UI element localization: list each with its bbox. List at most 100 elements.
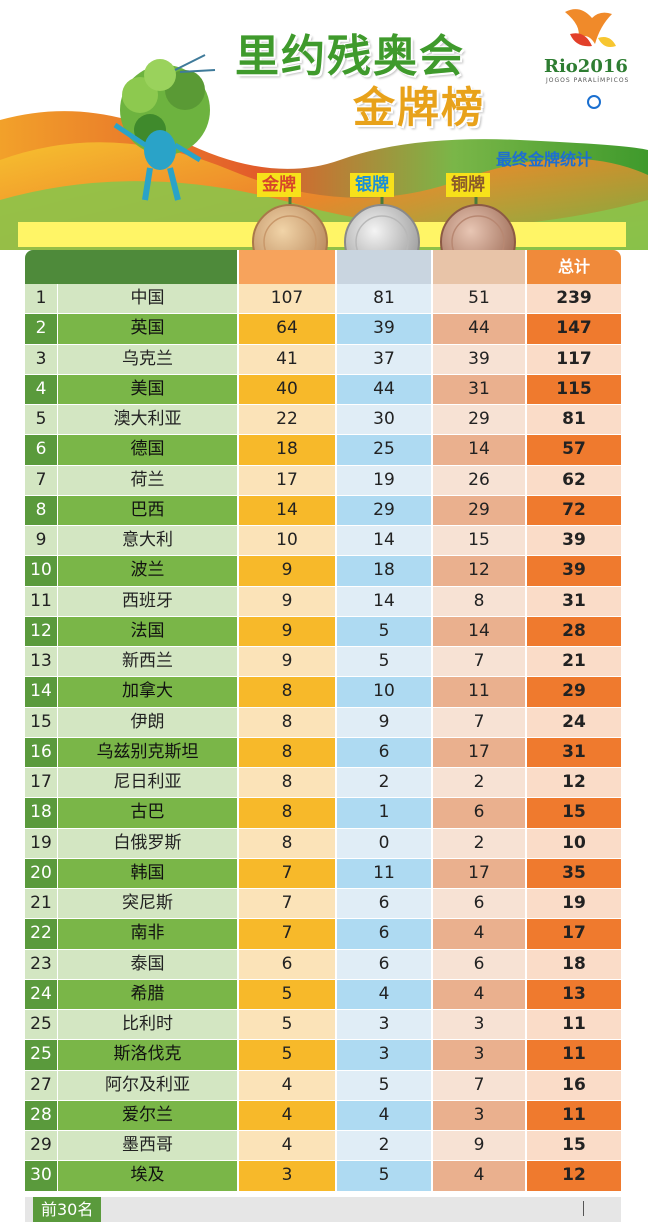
country-cell: 古巴 [58,798,237,828]
bronze-cell: 9 [433,1131,525,1161]
bronze-cell: 4 [433,979,525,1009]
gold-cell: 8 [239,798,335,828]
gold-cell: 5 [239,979,335,1009]
gold-cell: 8 [239,677,335,707]
silver-cell: 5 [337,1070,431,1100]
table-row: 20 韩国 7 11 17 35 [25,858,621,889]
bronze-cell: 31 [433,374,525,404]
table-row: 5 澳大利亚 22 30 29 81 [25,405,621,435]
total-cell: 72 [527,495,621,525]
country-cell: 新西兰 [58,647,237,677]
rank-cell: 17 [25,768,57,798]
rio2016-logo-icon [565,9,616,109]
country-cell: 荷兰 [58,465,237,495]
total-cell: 29 [527,677,621,707]
rank-cell: 8 [25,495,57,525]
header-silver-cell [337,250,431,284]
country-cell: 南非 [58,919,237,949]
rank-cell: 25 [25,1010,57,1040]
table-row: 23 泰国 6 6 6 18 [25,949,621,980]
rank-cell: 12 [25,616,57,646]
rank-cell: 16 [25,737,57,767]
rank-cell: 9 [25,526,57,556]
total-cell: 21 [527,647,621,677]
bronze-cell: 3 [433,1010,525,1040]
total-cell: 12 [527,768,621,798]
total-cell: 10 [527,828,621,858]
country-cell: 比利时 [58,1010,237,1040]
rank-cell: 29 [25,1131,57,1161]
table-row: 29 墨西哥 4 2 9 15 [25,1131,621,1161]
rank-cell: 2 [25,314,57,344]
rank-cell: 21 [25,889,57,919]
country-cell: 埃及 [58,1161,237,1191]
total-cell: 117 [527,344,621,374]
total-cell: 12 [527,1161,621,1191]
table-row: 24 希腊 5 4 4 13 [25,979,621,1010]
total-cell: 31 [527,737,621,767]
table-row: 11 西班牙 9 14 8 31 [25,586,621,617]
bronze-cell: 51 [433,284,525,314]
table-row: 21 突尼斯 7 6 6 19 [25,889,621,919]
rank-cell: 24 [25,979,57,1009]
rank-cell: 23 [25,949,57,979]
rank-cell: 22 [25,919,57,949]
gold-cell: 8 [239,768,335,798]
rank-cell: 5 [25,405,57,435]
rank-cell: 10 [25,556,57,586]
total-cell: 17 [527,919,621,949]
silver-cell: 4 [337,979,431,1009]
silver-cell: 3 [337,1010,431,1040]
gold-cell: 7 [239,889,335,919]
table-row: 28 爱尔兰 4 4 3 11 [25,1100,621,1131]
rank-cell: 28 [25,1100,57,1130]
total-cell: 39 [527,556,621,586]
gold-cell: 7 [239,858,335,888]
table-row: 25 比利时 5 3 3 11 [25,1010,621,1040]
total-cell: 81 [527,405,621,435]
rank-cell: 30 [25,1161,57,1191]
bronze-cell: 7 [433,1070,525,1100]
title-block: 里约残奥会 金牌榜 [205,8,545,133]
rank-cell: 25 [25,1040,57,1070]
gold-cell: 5 [239,1040,335,1070]
silver-cell: 11 [337,858,431,888]
medal-table: 总计 1 中国 107 81 51 239 2 英国 64 39 44 147 3 乌克兰 41 37 39 11… [25,250,621,1192]
silver-cell: 1 [337,798,431,828]
silver-cell: 4 [337,1100,431,1130]
silver-cell: 44 [337,374,431,404]
rank-cell: 19 [25,828,57,858]
total-cell: 11 [527,1040,621,1070]
gold-cell: 6 [239,949,335,979]
table-row: 25 斯洛伐克 5 3 3 11 [25,1040,621,1070]
total-cell: 24 [527,707,621,737]
gold-cell: 5 [239,1010,335,1040]
country-cell: 法国 [58,616,237,646]
rank-cell: 7 [25,465,57,495]
country-cell: 意大利 [58,526,237,556]
country-cell: 突尼斯 [58,889,237,919]
silver-cell: 6 [337,949,431,979]
gold-cell: 9 [239,616,335,646]
total-cell: 147 [527,314,621,344]
total-cell: 13 [527,979,621,1009]
country-cell: 泰国 [58,949,237,979]
total-cell: 39 [527,526,621,556]
header-total-cell: 总计 [527,250,621,284]
table-row: 30 埃及 3 5 4 12 [25,1161,621,1191]
table-row: 16 乌兹别克斯坦 8 6 17 31 [25,737,621,768]
bronze-cell: 29 [433,495,525,525]
bronze-cell: 2 [433,768,525,798]
bronze-cell: 6 [433,798,525,828]
gold-cell: 40 [239,374,335,404]
total-cell: 15 [527,798,621,828]
gold-cell: 9 [239,556,335,586]
logo-subtext: JOGOS PARALÍMPICOS [546,77,630,84]
country-cell: 美国 [58,374,237,404]
silver-cell: 81 [337,284,431,314]
page-title: 里约残奥会 [235,31,465,82]
bronze-cell: 8 [433,586,525,616]
gold-medal-icon [252,204,328,250]
country-cell: 英国 [58,314,237,344]
silver-medal-icon [344,204,420,250]
